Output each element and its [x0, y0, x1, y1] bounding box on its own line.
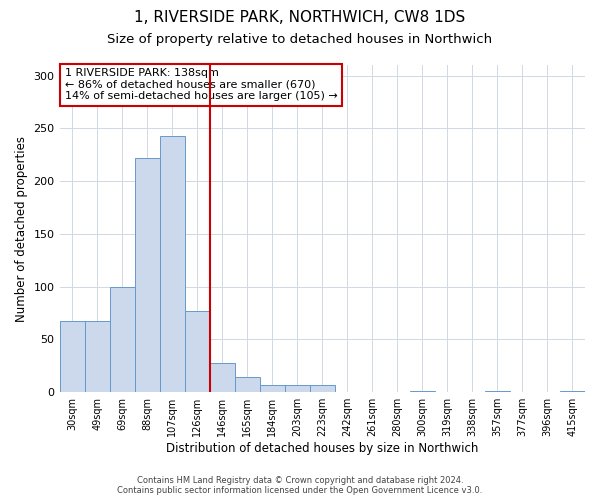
- Bar: [235, 378, 260, 392]
- Bar: [410, 391, 435, 392]
- Bar: [285, 385, 310, 392]
- Bar: [160, 136, 185, 392]
- Bar: [485, 391, 510, 392]
- Bar: [209, 362, 235, 392]
- Bar: [260, 385, 285, 392]
- Bar: [110, 286, 134, 392]
- Bar: [185, 311, 209, 392]
- Text: Size of property relative to detached houses in Northwich: Size of property relative to detached ho…: [107, 32, 493, 46]
- Text: Contains HM Land Registry data © Crown copyright and database right 2024.
Contai: Contains HM Land Registry data © Crown c…: [118, 476, 482, 495]
- Bar: [310, 385, 335, 392]
- Y-axis label: Number of detached properties: Number of detached properties: [15, 136, 28, 322]
- Bar: [85, 322, 110, 392]
- Bar: [560, 391, 585, 392]
- Text: 1 RIVERSIDE PARK: 138sqm
← 86% of detached houses are smaller (670)
14% of semi-: 1 RIVERSIDE PARK: 138sqm ← 86% of detach…: [65, 68, 338, 102]
- Bar: [134, 158, 160, 392]
- X-axis label: Distribution of detached houses by size in Northwich: Distribution of detached houses by size …: [166, 442, 478, 455]
- Bar: [59, 322, 85, 392]
- Text: 1, RIVERSIDE PARK, NORTHWICH, CW8 1DS: 1, RIVERSIDE PARK, NORTHWICH, CW8 1DS: [134, 10, 466, 25]
